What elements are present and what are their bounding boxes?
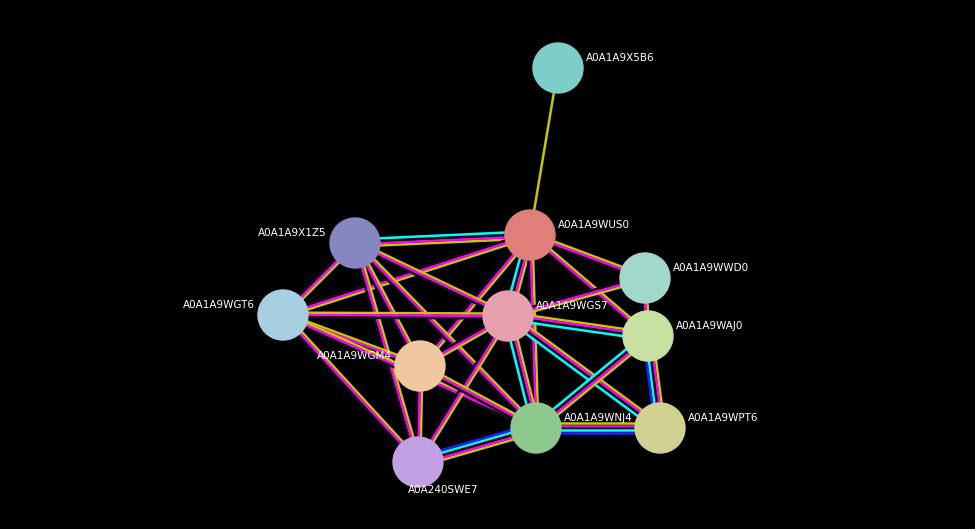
- Text: A0A1A9WNJ4: A0A1A9WNJ4: [564, 413, 633, 423]
- Text: A0A1A9X5B6: A0A1A9X5B6: [586, 53, 654, 63]
- Ellipse shape: [393, 437, 443, 487]
- Text: A0A1A9WPT6: A0A1A9WPT6: [688, 413, 759, 423]
- Ellipse shape: [533, 43, 583, 93]
- Text: A0A1A9WGS7: A0A1A9WGS7: [536, 301, 608, 311]
- Text: A0A1A9WGM4: A0A1A9WGM4: [317, 351, 392, 361]
- Text: A0A1A9WWD0: A0A1A9WWD0: [673, 263, 749, 273]
- Text: A0A1A9WGT6: A0A1A9WGT6: [183, 300, 255, 310]
- Ellipse shape: [330, 218, 380, 268]
- Ellipse shape: [620, 253, 670, 303]
- Ellipse shape: [483, 291, 533, 341]
- Ellipse shape: [635, 403, 685, 453]
- Ellipse shape: [505, 210, 555, 260]
- Ellipse shape: [395, 341, 445, 391]
- Ellipse shape: [511, 403, 561, 453]
- Ellipse shape: [258, 290, 308, 340]
- Text: A0A1A9X1Z5: A0A1A9X1Z5: [258, 228, 327, 238]
- Ellipse shape: [623, 311, 673, 361]
- Text: A0A1A9WAJ0: A0A1A9WAJ0: [676, 321, 743, 331]
- Text: A0A240SWE7: A0A240SWE7: [408, 485, 479, 495]
- Text: A0A1A9WUS0: A0A1A9WUS0: [558, 220, 630, 230]
